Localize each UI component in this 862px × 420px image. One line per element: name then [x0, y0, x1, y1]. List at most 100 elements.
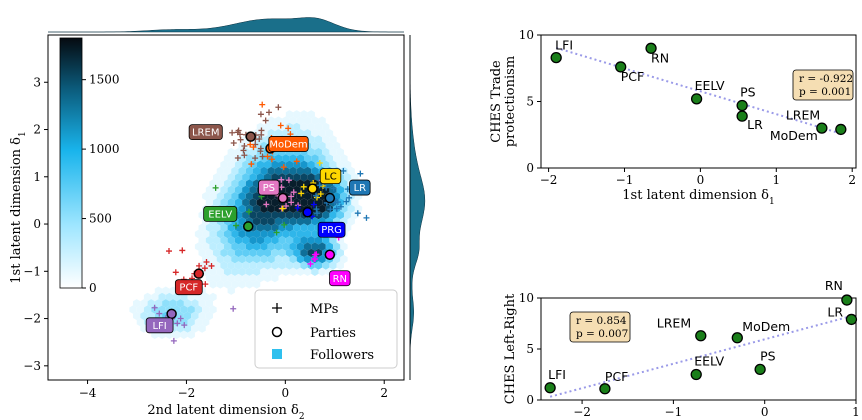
follower-hexbin — [216, 166, 224, 176]
legend-mps-label: MPs — [310, 302, 338, 317]
follower-hexbin — [304, 255, 312, 264]
follower-hexbin — [162, 286, 170, 295]
follower-hexbin — [198, 299, 206, 308]
follower-hexbin — [289, 204, 297, 213]
follower-hexbin — [245, 192, 253, 201]
follower-hexbin — [267, 255, 275, 264]
trade-point-label: EELV — [695, 78, 725, 93]
follower-hexbin — [336, 185, 344, 195]
trade-y-tick-label: 0 — [526, 161, 534, 175]
follower-hexbin — [260, 255, 268, 264]
follower-hexbin — [227, 147, 235, 157]
lr-point-label: LFI — [548, 367, 566, 382]
trade-y-tick-label: 5 — [526, 95, 534, 109]
party-label-box — [349, 179, 371, 196]
follower-hexbin — [202, 242, 210, 251]
follower-hexbin — [329, 160, 337, 169]
mp-marker — [212, 184, 219, 191]
party-marker — [243, 221, 254, 232]
follower-hexbin — [242, 210, 250, 220]
follower-hexbin — [289, 242, 297, 251]
follower-hexbin — [220, 185, 228, 195]
main-x-tick-label: 0 — [282, 386, 290, 400]
follower-hexbin — [227, 236, 235, 245]
trade-y-tick-label: 10 — [519, 28, 534, 42]
follower-hexbin — [318, 242, 326, 251]
follower-hexbin — [242, 261, 250, 270]
follower-hexbin — [205, 273, 213, 283]
follower-hexbin — [293, 160, 301, 169]
main-x-axis-label: 2nd latent dimension δ2 — [147, 403, 304, 420]
follower-hexbin — [304, 229, 312, 239]
mp-marker — [234, 155, 241, 162]
follower-hexbin — [267, 166, 275, 176]
follower-hexbin — [209, 305, 217, 314]
mp-marker — [323, 184, 330, 191]
follower-hexbin — [282, 267, 290, 276]
follower-hexbin — [271, 210, 279, 220]
follower-hexbin — [311, 229, 319, 239]
party-label: LC — [324, 172, 337, 183]
trade-y-axis-label-line2: protectionism — [503, 56, 518, 147]
follower-hexbin — [264, 223, 272, 232]
mp-marker — [156, 310, 163, 317]
follower-hexbin — [307, 135, 315, 144]
lr-y-tick-label: 0 — [526, 393, 534, 407]
follower-hexbin — [183, 299, 192, 308]
lr-point-label: RN — [825, 278, 843, 293]
follower-hexbin — [333, 255, 341, 264]
main-y-tick-label: 2 — [33, 123, 41, 137]
follower-hexbin — [340, 242, 348, 251]
trade-y-axis-label-line1: CHES Trade — [489, 60, 504, 143]
follower-hexbin — [216, 179, 224, 188]
follower-hexbin — [289, 129, 297, 138]
follower-hexbin — [238, 267, 246, 276]
follower-hexbin — [231, 166, 239, 176]
follower-hexbin — [304, 166, 312, 176]
mp-marker — [230, 305, 237, 312]
follower-hexbin — [220, 248, 228, 258]
lr-point-label: LREM — [657, 316, 691, 331]
mp-marker — [285, 177, 292, 184]
mp-marker — [196, 262, 203, 269]
follower-hexbin — [274, 255, 283, 264]
mp-marker — [203, 258, 210, 265]
mp-marker — [256, 136, 263, 143]
follower-hexbin — [307, 173, 315, 182]
mp-marker — [170, 337, 177, 344]
follower-hexbin — [274, 166, 283, 176]
follower-hexbin — [311, 116, 319, 125]
follower-hexbin — [311, 267, 319, 276]
colorbar-tick-label: 500 — [89, 212, 112, 226]
follower-hexbin — [231, 192, 239, 201]
lr-point — [690, 368, 702, 381]
follower-hexbin — [238, 255, 246, 264]
follower-hexbin — [191, 311, 199, 321]
mp-marker — [262, 117, 269, 124]
follower-hexbin — [245, 255, 253, 264]
party-label: PCF — [179, 283, 198, 294]
follower-hexbin — [169, 286, 177, 295]
follower-hexbin — [227, 160, 235, 169]
mp-marker — [230, 140, 237, 147]
follower-hexbin — [260, 242, 268, 251]
mp-marker — [240, 147, 247, 154]
mp-marker — [327, 206, 334, 213]
follower-hexbin — [278, 261, 286, 270]
lr-point-label: PS — [760, 348, 776, 363]
follower-hexbin — [264, 210, 272, 220]
follower-hexbin — [329, 261, 337, 270]
follower-hexbin — [151, 292, 159, 302]
lr-y-axis-label: CHES Left-Right — [503, 293, 518, 404]
party-label-box — [319, 168, 342, 184]
party-label-box — [174, 279, 203, 296]
party-label: LREM — [192, 128, 219, 139]
follower-hexbin — [304, 217, 312, 226]
follower-hexbin — [285, 110, 294, 119]
party-label: EELV — [208, 209, 232, 220]
mp-marker — [229, 129, 236, 136]
follower-hexbin — [264, 261, 272, 270]
follower-hexbin — [191, 324, 199, 333]
follower-hexbin — [183, 311, 192, 321]
